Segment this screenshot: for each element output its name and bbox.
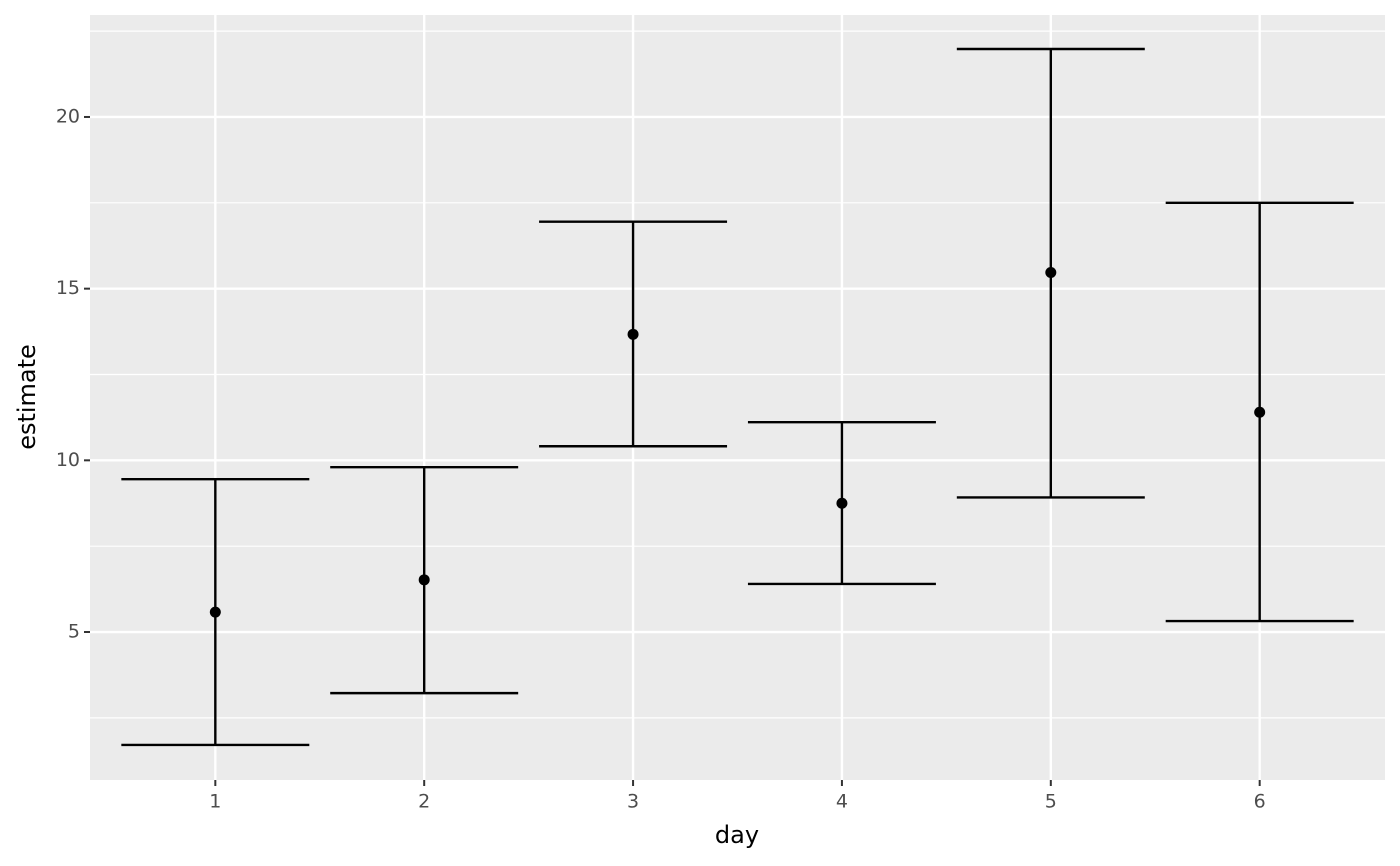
point bbox=[836, 497, 848, 509]
x-tick-label: 3 bbox=[627, 791, 639, 813]
point bbox=[1254, 406, 1266, 418]
y-tick-label: 15 bbox=[56, 277, 80, 299]
point bbox=[209, 606, 221, 618]
point bbox=[1045, 267, 1057, 279]
y-tick-label: 5 bbox=[68, 621, 80, 643]
x-tick-label: 1 bbox=[209, 791, 221, 813]
point bbox=[627, 328, 639, 340]
panel bbox=[90, 15, 1385, 780]
y-tick-label: 10 bbox=[56, 449, 80, 471]
x-tick-label: 4 bbox=[836, 791, 848, 813]
x-tick-label: 6 bbox=[1254, 791, 1266, 813]
y-axis-title: estimate bbox=[13, 344, 41, 450]
x-tick-label: 2 bbox=[418, 791, 430, 813]
x-tick-label: 5 bbox=[1045, 791, 1057, 813]
point bbox=[418, 574, 430, 586]
y-tick-label: 20 bbox=[56, 105, 80, 127]
x-axis-title: day bbox=[715, 821, 759, 849]
